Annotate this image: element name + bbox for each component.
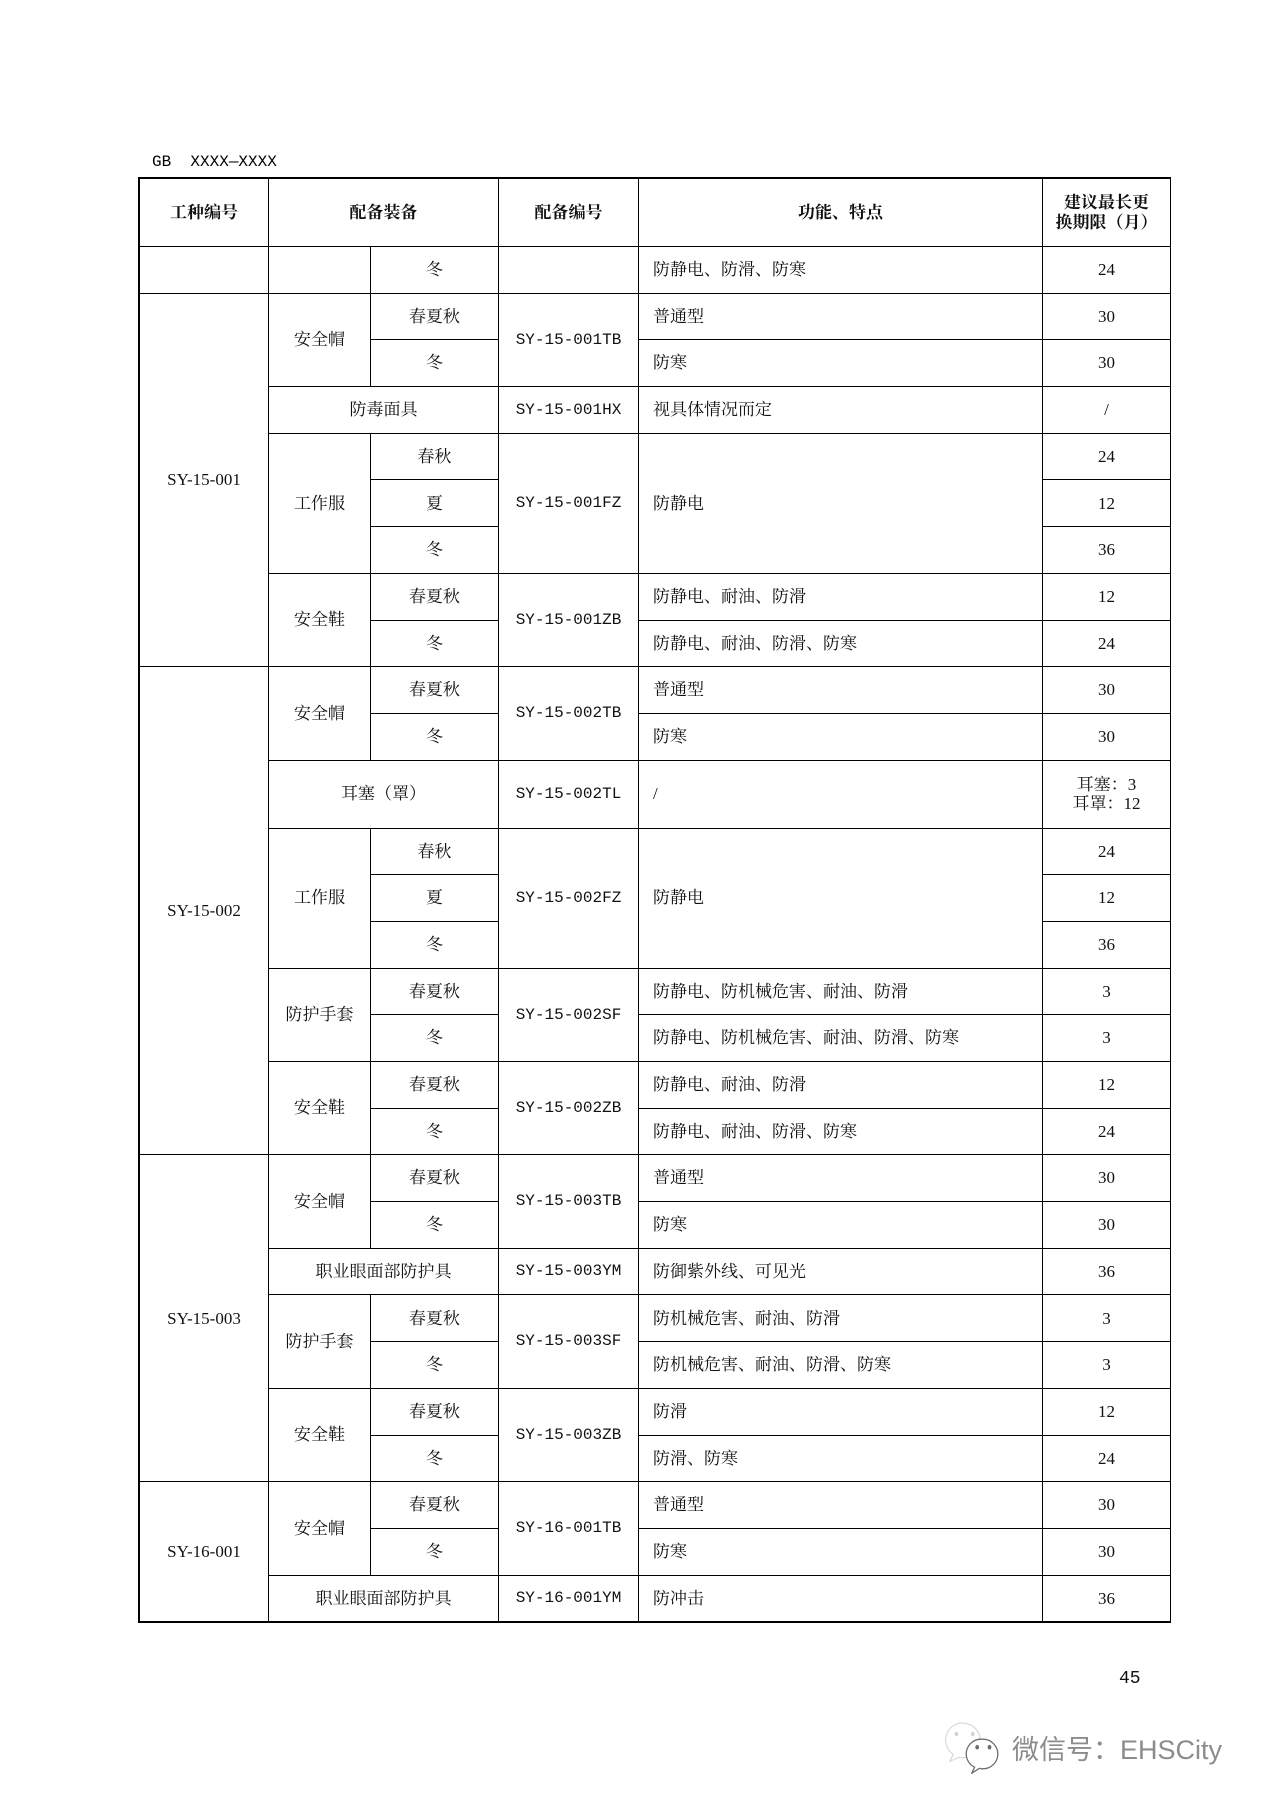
svg-text:微信号：EHSCity: 微信号：EHSCity [1012, 1735, 1223, 1765]
